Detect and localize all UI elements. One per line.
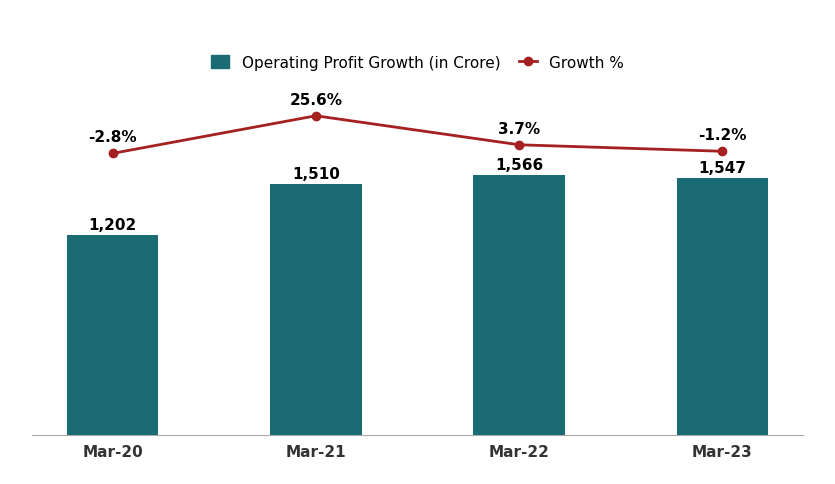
- Text: 1,202: 1,202: [89, 218, 137, 233]
- Text: 1,547: 1,547: [699, 161, 746, 176]
- Text: -2.8%: -2.8%: [89, 130, 137, 145]
- Bar: [473, 176, 565, 435]
- Bar: [270, 185, 362, 435]
- Bar: [67, 236, 159, 435]
- Legend: Operating Profit Growth (in Crore), Growth %: Operating Profit Growth (in Crore), Grow…: [205, 49, 630, 77]
- Bar: [676, 179, 768, 435]
- Text: 1,510: 1,510: [292, 167, 340, 182]
- Text: 25.6%: 25.6%: [290, 92, 342, 107]
- Text: -1.2%: -1.2%: [698, 128, 746, 143]
- Text: 3.7%: 3.7%: [498, 121, 540, 136]
- Text: 1,566: 1,566: [495, 158, 544, 172]
